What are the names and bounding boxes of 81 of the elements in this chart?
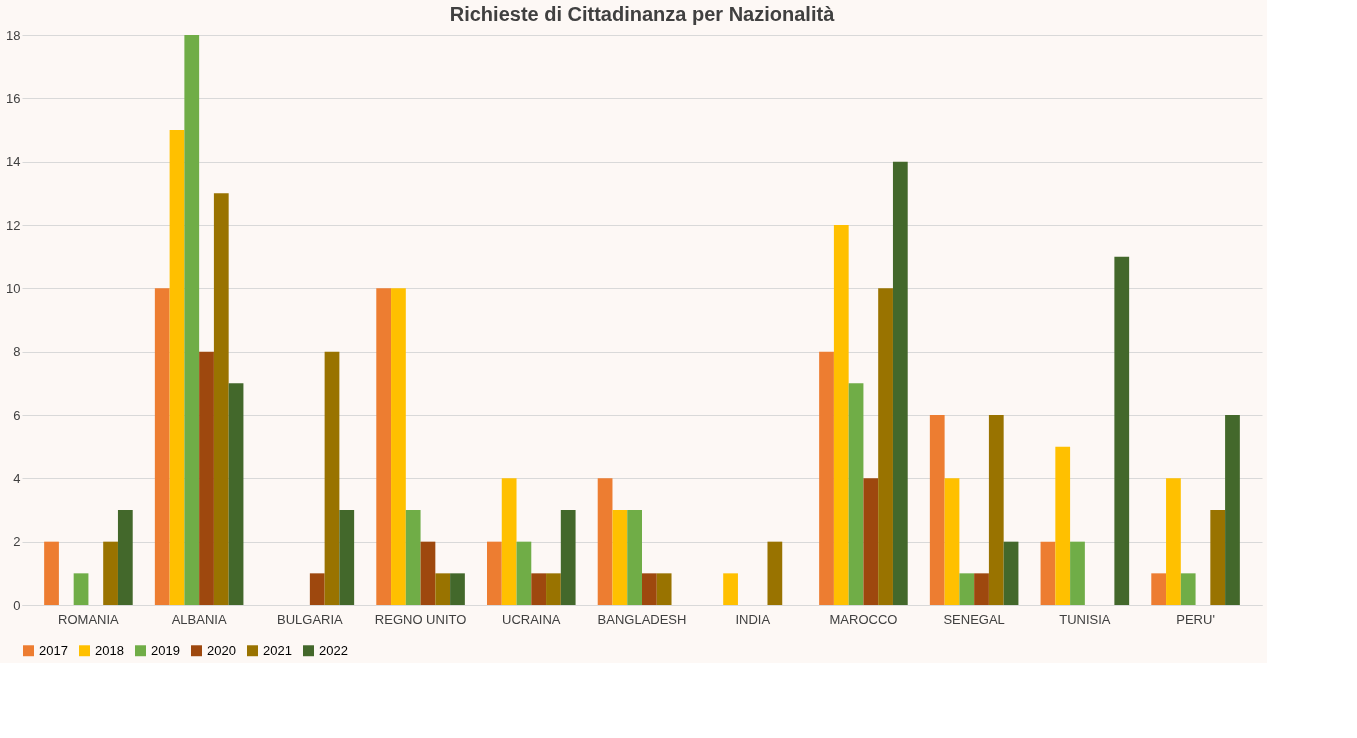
bar [892, 161, 908, 605]
bar [184, 35, 200, 605]
bar [546, 573, 561, 605]
bar [516, 541, 532, 605]
bar [531, 573, 547, 605]
bar [819, 351, 834, 605]
bar [501, 478, 517, 605]
bar [169, 130, 185, 605]
bar [944, 478, 960, 605]
bar [405, 510, 421, 605]
x-tick-label: TUNISIA [1059, 611, 1111, 627]
x-tick-label: UCRAINA [502, 611, 561, 627]
bar [974, 573, 989, 605]
y-tick-label: 6 [13, 407, 21, 423]
bar [863, 478, 879, 605]
legend-label: 2021 [263, 642, 292, 658]
bar [324, 351, 340, 605]
x-tick-label: BANGLADESH [597, 611, 687, 627]
bar [1040, 541, 1056, 605]
bar [117, 510, 133, 605]
bar [199, 351, 214, 605]
bar [1114, 256, 1130, 605]
y-tick-label: 14 [6, 154, 21, 170]
y-tick-label: 2 [13, 534, 21, 550]
bar [435, 573, 451, 605]
bar [44, 541, 59, 605]
bar [878, 288, 893, 605]
bar [833, 225, 849, 605]
bar [988, 415, 1004, 605]
bar [612, 510, 628, 605]
bar [154, 288, 170, 605]
legend-label: 2018 [95, 642, 124, 658]
bar [213, 193, 229, 605]
bar [420, 541, 436, 605]
bar [391, 288, 406, 605]
y-tick-label: 12 [6, 217, 21, 233]
bar [1055, 446, 1071, 605]
bar [450, 573, 465, 605]
bar [339, 510, 355, 605]
y-tick-label: 8 [13, 344, 21, 360]
bar [103, 541, 118, 605]
legend-label: 2020 [207, 642, 236, 658]
bar [228, 383, 244, 605]
chart-title: Richieste di Cittadinanza per Nazionalità [449, 3, 836, 25]
y-tick-label: 18 [6, 27, 21, 43]
bar [848, 383, 864, 605]
bar [929, 415, 945, 605]
bar [1151, 573, 1167, 605]
y-tick-label: 4 [13, 470, 21, 486]
legend-label: 2019 [151, 642, 180, 658]
bar [959, 573, 975, 605]
bar [376, 288, 392, 605]
bar [723, 573, 738, 605]
x-tick-label: INDIA [735, 611, 771, 627]
bar [1003, 541, 1019, 605]
bar [627, 510, 642, 605]
y-tick-label: 16 [6, 90, 21, 106]
x-tick-label: ROMANIA [58, 611, 120, 627]
bar [560, 510, 576, 605]
bar [642, 573, 657, 605]
bar [1210, 510, 1226, 605]
bar [1070, 541, 1085, 605]
y-tick-label: 10 [6, 280, 21, 296]
x-tick-label: BULGARIA [276, 611, 344, 627]
x-tick-label: PERU' [1176, 611, 1215, 627]
x-tick-label: MAROCCO [829, 611, 898, 627]
bar [597, 478, 613, 605]
bar [1225, 415, 1240, 605]
x-tick-label: REGNO UNITO [374, 611, 467, 627]
bar [656, 573, 672, 605]
bar [1166, 478, 1181, 605]
y-tick-label: 0 [13, 597, 21, 613]
bar [73, 573, 89, 605]
x-tick-label: ALBANIA [171, 611, 227, 627]
bar [487, 541, 502, 605]
bar [767, 541, 783, 605]
legend-label: 2017 [39, 642, 68, 658]
bar [309, 573, 325, 605]
x-tick-label: SENEGAL [943, 611, 1005, 627]
legend-label: 2022 [319, 642, 348, 658]
bar [1180, 573, 1196, 605]
